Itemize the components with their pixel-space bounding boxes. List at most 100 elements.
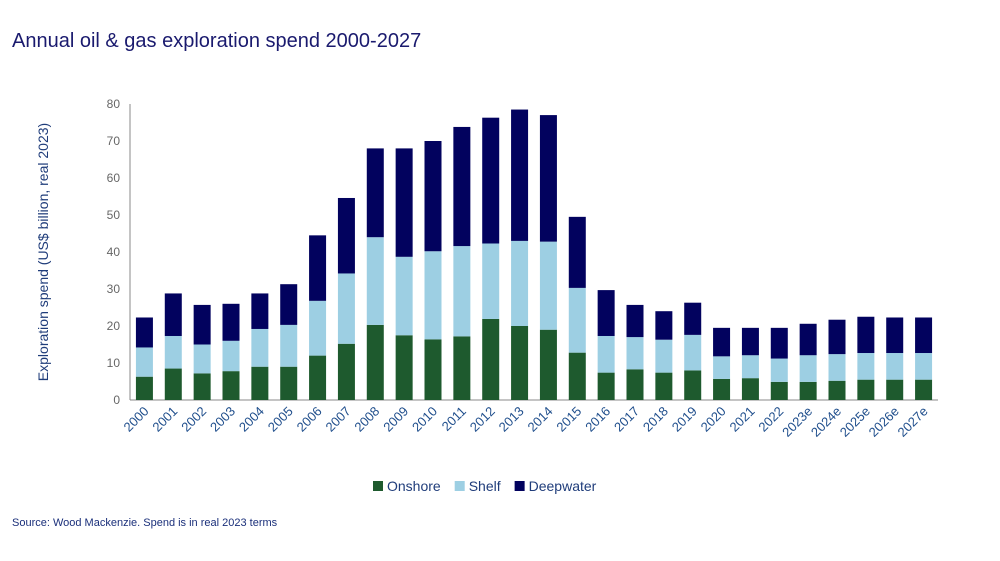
legend-label-shelf: Shelf	[469, 478, 501, 494]
legend-swatch-shelf	[454, 481, 465, 491]
bar-shelf	[337, 273, 355, 344]
x-tick-label: 2004	[236, 404, 267, 435]
y-tick-label: 50	[107, 208, 121, 222]
bar-deepwater	[135, 317, 153, 348]
bar-shelf	[482, 243, 500, 319]
bar-shelf	[655, 339, 673, 373]
bar-onshore	[309, 355, 327, 400]
bar-shelf	[741, 355, 759, 379]
bar-deepwater	[597, 290, 615, 336]
bar-onshore	[280, 366, 298, 400]
bar-shelf	[915, 353, 933, 380]
legend-label-deepwater: Deepwater	[529, 478, 597, 494]
bar-shelf	[828, 354, 846, 381]
bar-deepwater	[366, 148, 384, 238]
x-tick-label: 2012	[467, 404, 498, 435]
x-tick-label: 2003	[207, 404, 238, 435]
bar-shelf	[857, 353, 875, 380]
bar-shelf	[713, 356, 731, 379]
x-tick-label: 2013	[496, 404, 527, 435]
bar-deepwater	[251, 293, 269, 329]
bar-deepwater	[857, 316, 875, 354]
bar-deepwater	[655, 311, 673, 340]
x-tick-label: 2000	[120, 404, 151, 435]
x-tick-label: 2020	[698, 404, 729, 435]
x-tick-label: 2006	[294, 404, 325, 435]
bar-onshore	[568, 352, 586, 400]
bar-onshore	[164, 368, 182, 400]
bar-onshore	[482, 318, 500, 400]
bar-shelf	[135, 347, 153, 377]
bar-deepwater	[337, 197, 355, 274]
bar-onshore	[222, 371, 240, 400]
x-tick-label: 2005	[265, 404, 296, 435]
bar-onshore	[193, 373, 211, 400]
bar-onshore	[424, 339, 442, 400]
y-tick-label: 80	[107, 97, 121, 111]
y-tick-label: 20	[107, 319, 121, 333]
bar-shelf	[453, 246, 471, 337]
bar-onshore	[597, 372, 615, 400]
legend-label-onshore: Onshore	[387, 478, 441, 494]
bar-deepwater	[828, 319, 846, 355]
x-tick-label: 2002	[178, 404, 209, 435]
bar-shelf	[395, 256, 413, 336]
bar-onshore	[251, 366, 269, 400]
bar-shelf	[222, 340, 240, 372]
bar-shelf	[164, 335, 182, 369]
bar-onshore	[857, 379, 875, 400]
source-note: Source: Wood Mackenzie. Spend is in real…	[12, 517, 278, 529]
y-tick-label: 40	[107, 245, 121, 259]
bar-deepwater	[799, 323, 817, 356]
bar-deepwater	[770, 327, 788, 359]
bar-deepwater	[511, 109, 529, 241]
bar-shelf	[568, 287, 586, 353]
x-tick-label: 2011	[439, 404, 469, 434]
legend-swatch-onshore	[373, 481, 383, 491]
bar-deepwater	[568, 216, 586, 288]
bar-onshore	[626, 369, 644, 400]
bar-onshore	[337, 343, 355, 400]
y-tick-label: 0	[113, 393, 120, 407]
bar-onshore	[539, 329, 557, 400]
bar-onshore	[713, 378, 731, 400]
bar-onshore	[453, 336, 471, 400]
y-tick-label: 60	[107, 171, 121, 185]
bar-shelf	[193, 344, 211, 374]
x-tick-label: 2021	[726, 404, 757, 435]
x-tick-label: 2027e	[895, 404, 931, 440]
x-tick-label: 2023e	[779, 404, 815, 440]
bar-deepwater	[626, 304, 644, 338]
bar-deepwater	[280, 284, 298, 325]
bar-onshore	[395, 335, 413, 400]
bar-shelf	[539, 241, 557, 330]
bar-shelf	[309, 300, 327, 356]
bar-onshore	[655, 372, 673, 400]
bar-shelf	[684, 334, 702, 371]
x-tick-label: 2026e	[866, 404, 902, 440]
x-tick-label: 2017	[611, 404, 642, 435]
x-tick-label: 2009	[380, 404, 411, 435]
x-tick-label: 2025e	[837, 404, 873, 440]
legend-swatch-deepwater	[514, 481, 525, 491]
bar-shelf	[799, 355, 817, 382]
bar-shelf	[424, 251, 442, 340]
bar-deepwater	[713, 327, 731, 357]
x-tick-label: 2010	[409, 404, 440, 435]
bar-onshore	[915, 379, 933, 400]
bar-deepwater	[886, 317, 904, 354]
bar-deepwater	[453, 126, 471, 247]
x-tick-label: 2001	[149, 404, 180, 435]
y-tick-label: 70	[107, 134, 121, 148]
bar-onshore	[684, 370, 702, 400]
y-tick-label: 10	[107, 356, 121, 370]
bar-shelf	[886, 353, 904, 380]
x-tick-label: 2007	[322, 404, 353, 435]
x-tick-label: 2019	[669, 404, 700, 435]
bar-deepwater	[193, 304, 211, 345]
bar-onshore	[828, 380, 846, 400]
bar-deepwater	[482, 117, 500, 244]
bar-shelf	[280, 324, 298, 367]
x-tick-label: 2008	[351, 404, 382, 435]
